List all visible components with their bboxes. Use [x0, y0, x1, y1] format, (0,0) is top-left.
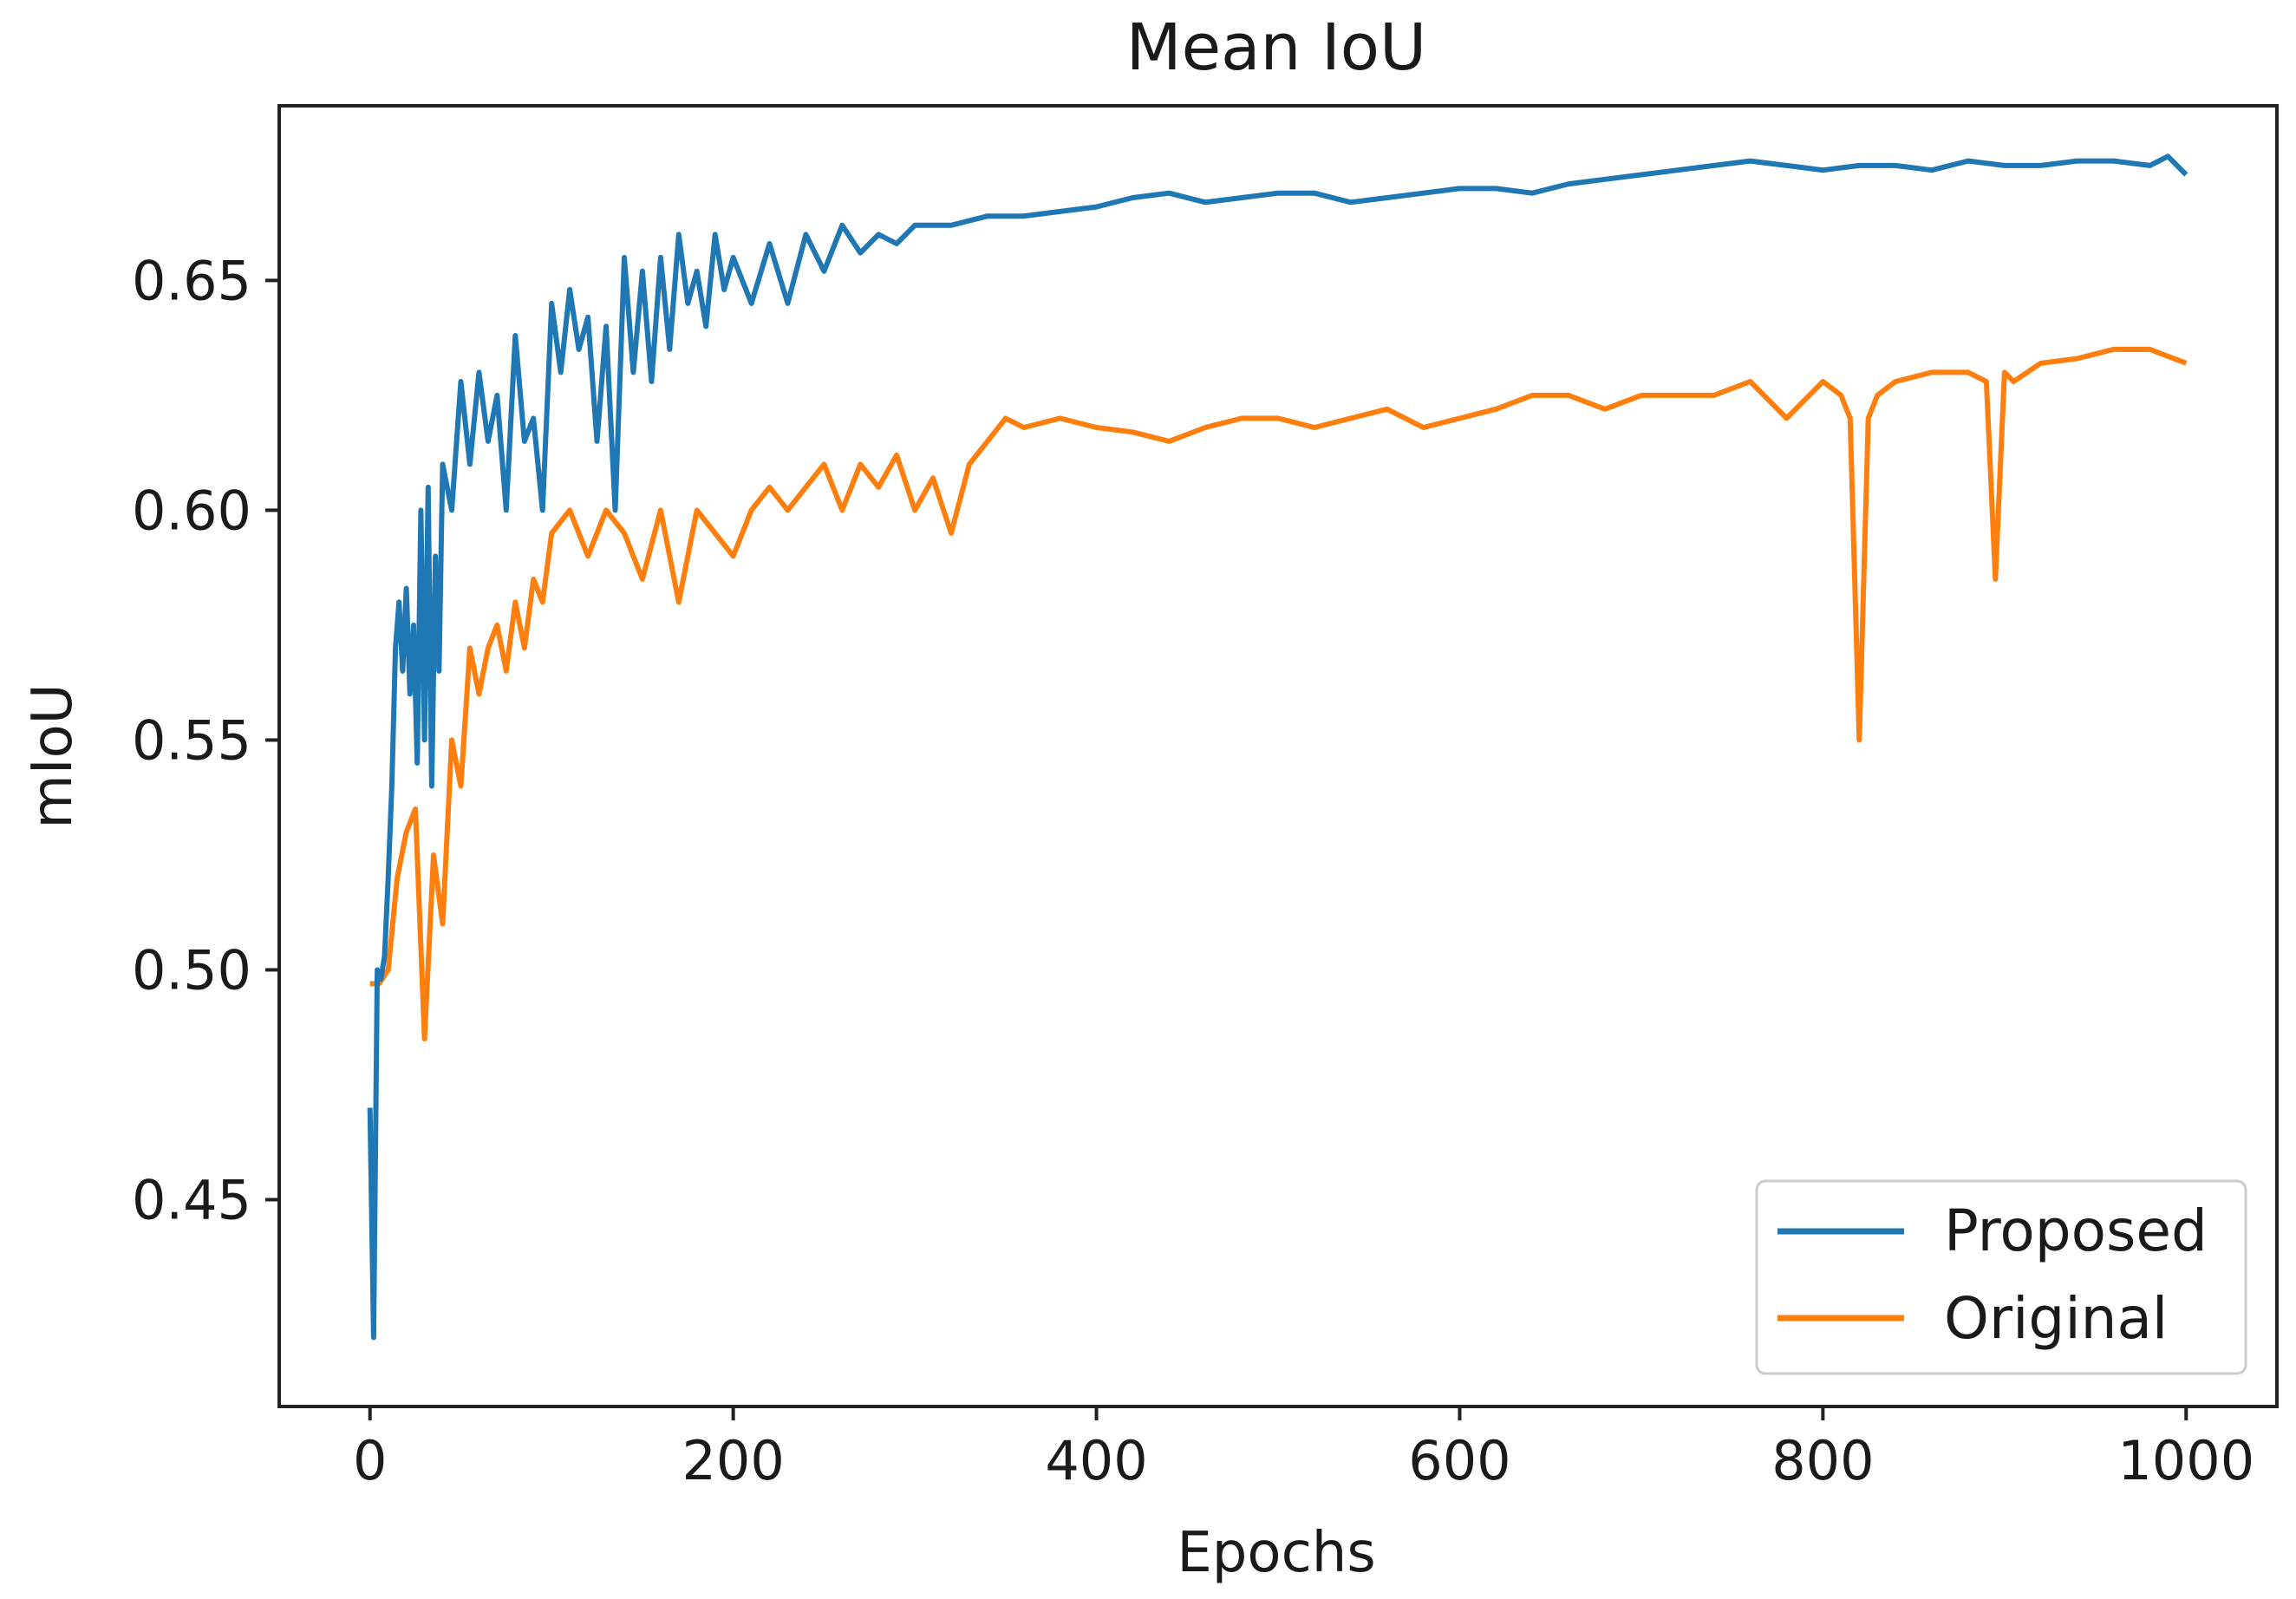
x-tick-label: 1000: [2117, 1429, 2254, 1492]
y-tick-label: 0.65: [132, 249, 251, 312]
plot-area-frame: [277, 104, 2279, 1408]
x-axis-ticks: 0 200 400 600 800 1000: [353, 1406, 2254, 1492]
y-tick-label: 0.55: [132, 708, 251, 772]
legend-label-original: Original: [1944, 1285, 2168, 1352]
y-axis-ticks: 0.45 0.50 0.55 0.60 0.65: [132, 249, 279, 1231]
y-tick-label: 0.45: [132, 1168, 251, 1231]
x-tick-label: 0: [353, 1429, 387, 1492]
legend-label-proposed: Proposed: [1944, 1198, 2208, 1264]
x-axis-label: Epochs: [1177, 1521, 1375, 1585]
y-tick-label: 0.50: [132, 938, 251, 1002]
y-tick-label: 0.60: [132, 479, 251, 542]
x-tick-label: 800: [1771, 1429, 1874, 1492]
series-line-proposed: [367, 153, 2188, 1341]
chart-title: Mean IoU: [1126, 10, 1426, 85]
x-tick-label: 600: [1408, 1429, 1510, 1492]
series-layer: [367, 153, 2188, 1341]
x-tick-label: 400: [1045, 1429, 1147, 1492]
x-tick-label: 200: [682, 1429, 784, 1492]
legend: Proposed Original: [1755, 1179, 2247, 1375]
series-line-original: [369, 346, 2188, 1041]
y-axis-label: mIoU: [21, 683, 85, 828]
